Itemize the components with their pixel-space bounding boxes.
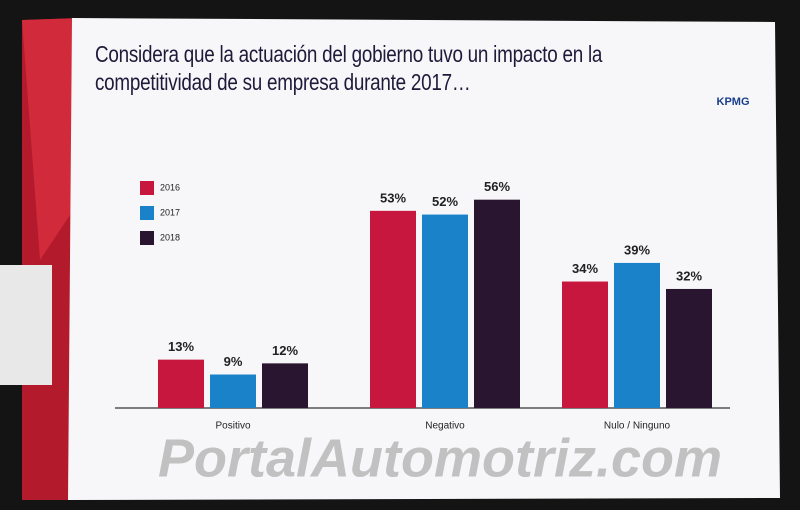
bar bbox=[614, 262, 660, 408]
x-tick-label: Positivo bbox=[215, 421, 250, 432]
logo: KPMG bbox=[717, 96, 750, 108]
legend-swatch bbox=[140, 181, 154, 195]
data-label: 32% bbox=[676, 268, 702, 283]
bar bbox=[262, 363, 308, 408]
chart-title: Considera que la actuación del gobierno … bbox=[95, 41, 603, 95]
data-label: 56% bbox=[484, 179, 510, 194]
data-label: 52% bbox=[432, 194, 458, 209]
red-facet bbox=[22, 18, 80, 260]
x-tick-label: Nulo / Ninguno bbox=[604, 421, 671, 432]
watermark: PortalAutomotriz.com bbox=[158, 428, 722, 488]
data-label: 13% bbox=[168, 339, 194, 354]
data-label: 39% bbox=[624, 242, 650, 257]
data-label: 34% bbox=[572, 261, 598, 276]
bar bbox=[210, 374, 256, 408]
legend-label: 2017 bbox=[160, 207, 180, 217]
bar bbox=[562, 281, 608, 408]
side-panel bbox=[0, 265, 52, 385]
data-label: 53% bbox=[380, 190, 406, 205]
bar bbox=[158, 359, 204, 408]
plot: Positivo 13% 9% 12% Negativo 53% 52% 56% Nulo / … bbox=[140, 179, 712, 432]
bar bbox=[474, 199, 520, 408]
legend-swatch bbox=[140, 231, 154, 245]
data-label: 12% bbox=[272, 343, 298, 358]
legend-swatch bbox=[140, 206, 154, 220]
legend-label: 2018 bbox=[160, 232, 180, 242]
x-tick-label: Negativo bbox=[425, 421, 465, 432]
bar bbox=[666, 288, 712, 408]
data-label: 9% bbox=[224, 354, 243, 369]
bar bbox=[422, 214, 468, 408]
legend-label: 2016 bbox=[160, 182, 180, 192]
bar bbox=[370, 210, 416, 408]
